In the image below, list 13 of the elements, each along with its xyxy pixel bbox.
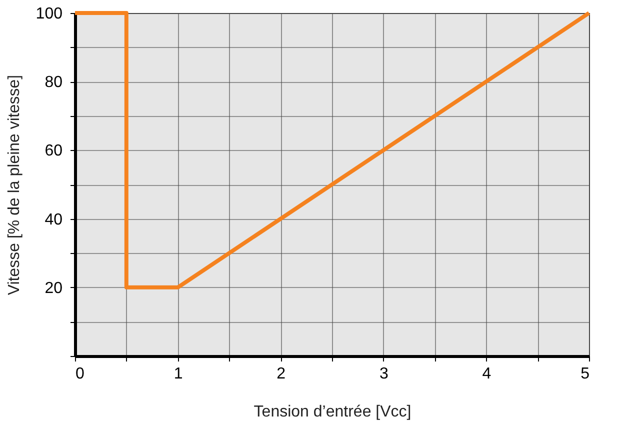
x-tick-label: 2 (276, 366, 286, 382)
y-tick-label: 80 (44, 74, 63, 92)
x-tick-label: 4 (482, 366, 492, 382)
x-tick-label: 5 (580, 366, 590, 382)
x-tick-label: 0 (76, 366, 84, 382)
y-tick-label: 40 (44, 211, 63, 228)
y-tick-label: 20 (44, 280, 63, 297)
x-axis-title: Tension d’entrée [Vcc] (254, 404, 412, 420)
x-tick-label: 3 (379, 366, 388, 382)
y-tick-label: 100 (36, 6, 63, 22)
x-tick-label: 1 (174, 366, 183, 382)
y-tick-label: 60 (44, 142, 63, 160)
y-axis-title: Vitesse [% de la pleine vitesse] (6, 74, 23, 296)
